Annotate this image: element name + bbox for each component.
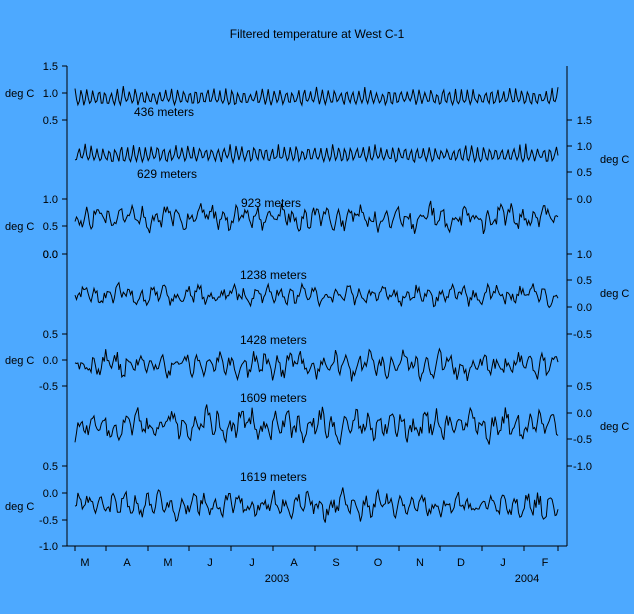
y-tick-label: -0.5 <box>39 515 58 527</box>
y-axis-ticks: 1.5 1.0 0.5 1.5 1.0 0.5 1.0 0.5 0.0 0.0 1.0 0.5 0.0 0… <box>39 61 592 553</box>
x-tick-label: J <box>249 557 255 569</box>
plot-frame <box>66 66 568 547</box>
x-tick-label: M <box>163 557 172 569</box>
y-tick-label: 1.0 <box>43 194 58 206</box>
series-line <box>74 347 559 383</box>
depth-labels: 436 meters 629 meters 923 meters 1238 meter… <box>134 105 307 484</box>
year-label: 2003 <box>265 573 289 585</box>
x-tick-label: F <box>542 557 549 569</box>
series-line <box>74 143 559 165</box>
series-line <box>74 487 559 523</box>
x-tick-label: J <box>500 557 506 569</box>
y-tick-label: 1.0 <box>43 88 58 100</box>
y-tick-label: 0.5 <box>577 381 592 393</box>
x-tick-label: J <box>207 557 213 569</box>
x-tick-label: O <box>374 557 383 569</box>
series-lines <box>74 86 559 523</box>
series-line <box>74 86 559 107</box>
y-tick-label: 1.0 <box>577 249 592 261</box>
y-tick-label: 1.5 <box>577 115 592 127</box>
series-label: 436 meters <box>134 105 194 119</box>
series-line <box>74 200 559 235</box>
y-tick-label: 1.5 <box>43 61 58 73</box>
unit-label: deg C <box>5 355 34 367</box>
y-tick-label: 0.0 <box>43 249 58 261</box>
x-tick-label: N <box>416 557 424 569</box>
y-tick-label: -0.5 <box>573 434 592 446</box>
y-tick-label: 0.5 <box>43 115 58 127</box>
y-tick-label: -0.5 <box>39 381 58 393</box>
year-label: 2004 <box>515 573 539 585</box>
y-tick-label: 0.0 <box>43 355 58 367</box>
y-tick-label: 0.5 <box>43 461 58 473</box>
y-tick-label: -1.0 <box>39 541 58 553</box>
x-tick-label: D <box>457 557 465 569</box>
series-line <box>74 404 559 446</box>
y-tick-label: 0.5 <box>43 329 58 341</box>
y-tick-label: 0.0 <box>577 194 592 206</box>
series-label: 1619 meters <box>240 470 307 484</box>
year-labels: 2003 2004 <box>265 573 539 585</box>
y-tick-label: 0.5 <box>577 167 592 179</box>
unit-labels: deg C deg C deg C deg C deg C deg C deg C <box>5 88 629 513</box>
x-tick-label: S <box>332 557 339 569</box>
x-tick-label: A <box>123 557 131 569</box>
y-tick-label: -0.5 <box>573 329 592 341</box>
series-line <box>74 281 559 309</box>
unit-label: deg C <box>600 288 629 300</box>
y-tick-label: 0.0 <box>577 302 592 314</box>
unit-label: deg C <box>600 421 629 433</box>
y-tick-label: 0.5 <box>577 275 592 287</box>
y-tick-label: 0.5 <box>43 221 58 233</box>
x-tick-label: M <box>80 557 89 569</box>
y-tick-label: 0.0 <box>577 408 592 420</box>
y-tick-label: 0.0 <box>43 249 58 261</box>
series-label: 923 meters <box>241 196 301 210</box>
unit-label: deg C <box>5 221 34 233</box>
chart-title: Filtered temperature at West C-1 <box>230 27 405 41</box>
y-tick-label: 0.0 <box>43 488 58 500</box>
unit-label: deg C <box>5 88 34 100</box>
y-tick-label: 1.0 <box>577 141 592 153</box>
series-label: 1238 meters <box>240 268 307 282</box>
series-label: 629 meters <box>137 167 197 181</box>
unit-label: deg C <box>5 501 34 513</box>
series-label: 1428 meters <box>240 333 307 347</box>
unit-label: deg C <box>600 154 629 166</box>
series-label: 1609 meters <box>240 391 307 405</box>
y-tick-label: -1.0 <box>573 461 592 473</box>
x-tick-label: A <box>290 557 298 569</box>
